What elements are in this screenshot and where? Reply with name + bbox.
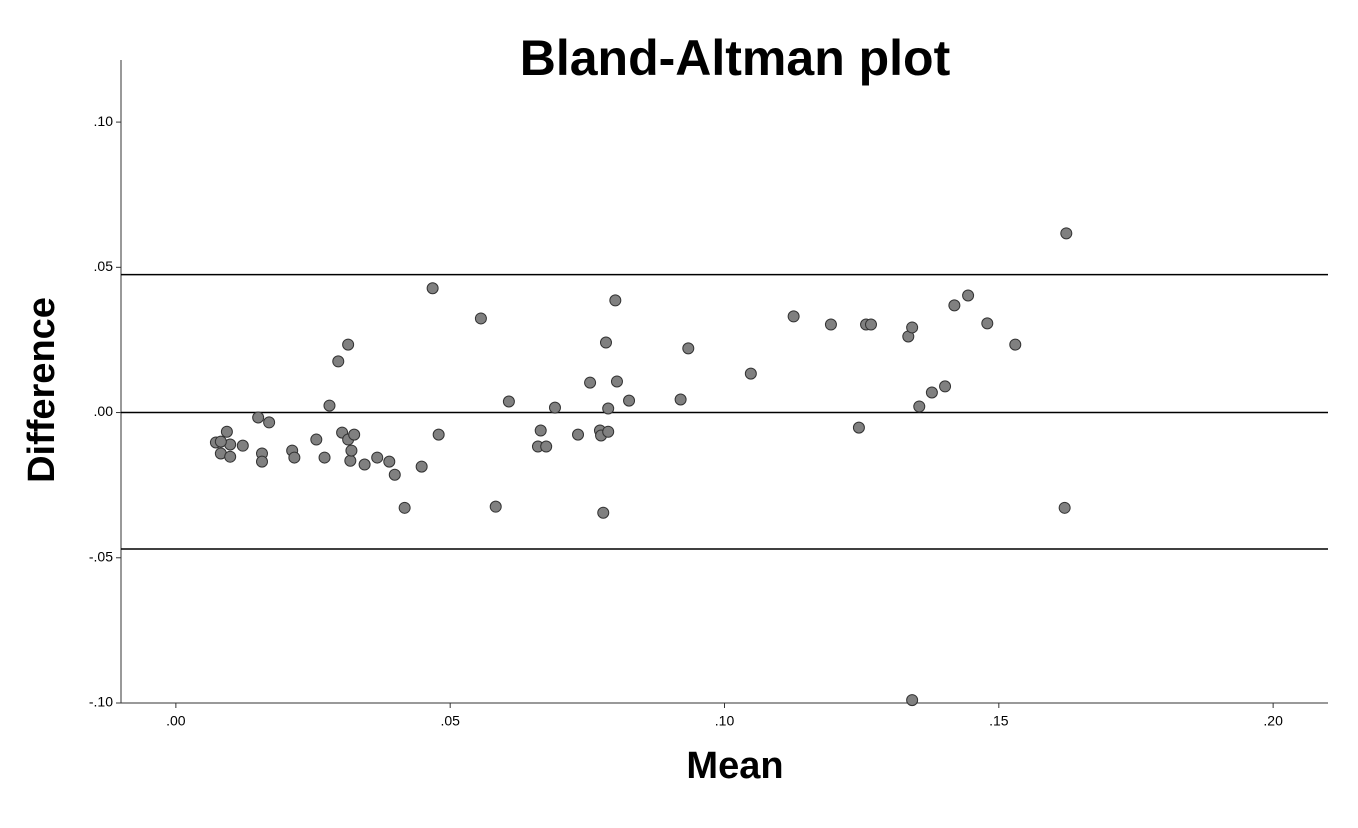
point: [599, 336, 612, 349]
point: [415, 460, 428, 473]
point: [864, 318, 877, 331]
point: [432, 428, 445, 441]
point: [925, 386, 938, 399]
point: [597, 506, 610, 519]
point: [474, 312, 487, 325]
point: [214, 435, 227, 448]
point: [610, 375, 623, 388]
point: [236, 439, 249, 452]
point: [584, 376, 597, 389]
point: [344, 454, 357, 467]
point: [489, 500, 502, 513]
y-tick-label: -.05: [89, 548, 113, 564]
point: [318, 451, 331, 464]
point: [948, 299, 961, 312]
point: [852, 421, 865, 434]
point: [906, 694, 919, 707]
y-tick-label: .00: [94, 403, 114, 419]
point: [939, 380, 952, 393]
point: [962, 289, 975, 302]
point: [602, 402, 615, 415]
point: [220, 425, 233, 438]
point: [981, 317, 994, 330]
point: [345, 444, 358, 457]
x-tick-label: .20: [1263, 713, 1283, 729]
point: [398, 501, 411, 514]
x-tick-label: .05: [440, 713, 460, 729]
point: [502, 395, 515, 408]
point: [332, 355, 345, 368]
point: [1060, 227, 1073, 240]
point: [682, 342, 695, 355]
point: [548, 401, 561, 414]
point: [787, 310, 800, 323]
x-axis-label: Mean: [686, 745, 783, 787]
point: [310, 433, 323, 446]
point: [383, 455, 396, 468]
point: [674, 393, 687, 406]
x-tick-label: .00: [166, 713, 186, 729]
point: [906, 321, 919, 334]
point: [342, 338, 355, 351]
point: [371, 451, 384, 464]
x-tick-label: .15: [989, 713, 1009, 729]
point: [1009, 338, 1022, 351]
point: [348, 428, 361, 441]
point: [824, 318, 837, 331]
point: [534, 424, 547, 437]
point: [255, 455, 268, 468]
point: [426, 282, 439, 295]
point: [252, 411, 265, 424]
x-tick-label: .10: [715, 713, 735, 729]
point: [602, 425, 615, 438]
point: [288, 451, 301, 464]
point: [388, 468, 401, 481]
y-tick-label: .10: [94, 113, 114, 129]
point: [224, 450, 237, 463]
point: [540, 440, 553, 453]
point: [623, 394, 636, 407]
point: [323, 399, 336, 412]
point: [609, 294, 622, 307]
chart-title: Bland-Altman plot: [520, 30, 951, 86]
point: [263, 416, 276, 429]
y-tick-label: -.10: [89, 694, 113, 710]
y-axis-label: Difference: [21, 297, 63, 483]
point: [1058, 501, 1071, 514]
point: [358, 458, 371, 471]
point: [744, 367, 757, 380]
point: [572, 428, 585, 441]
point: [913, 400, 926, 413]
y-tick-label: .05: [94, 258, 114, 274]
